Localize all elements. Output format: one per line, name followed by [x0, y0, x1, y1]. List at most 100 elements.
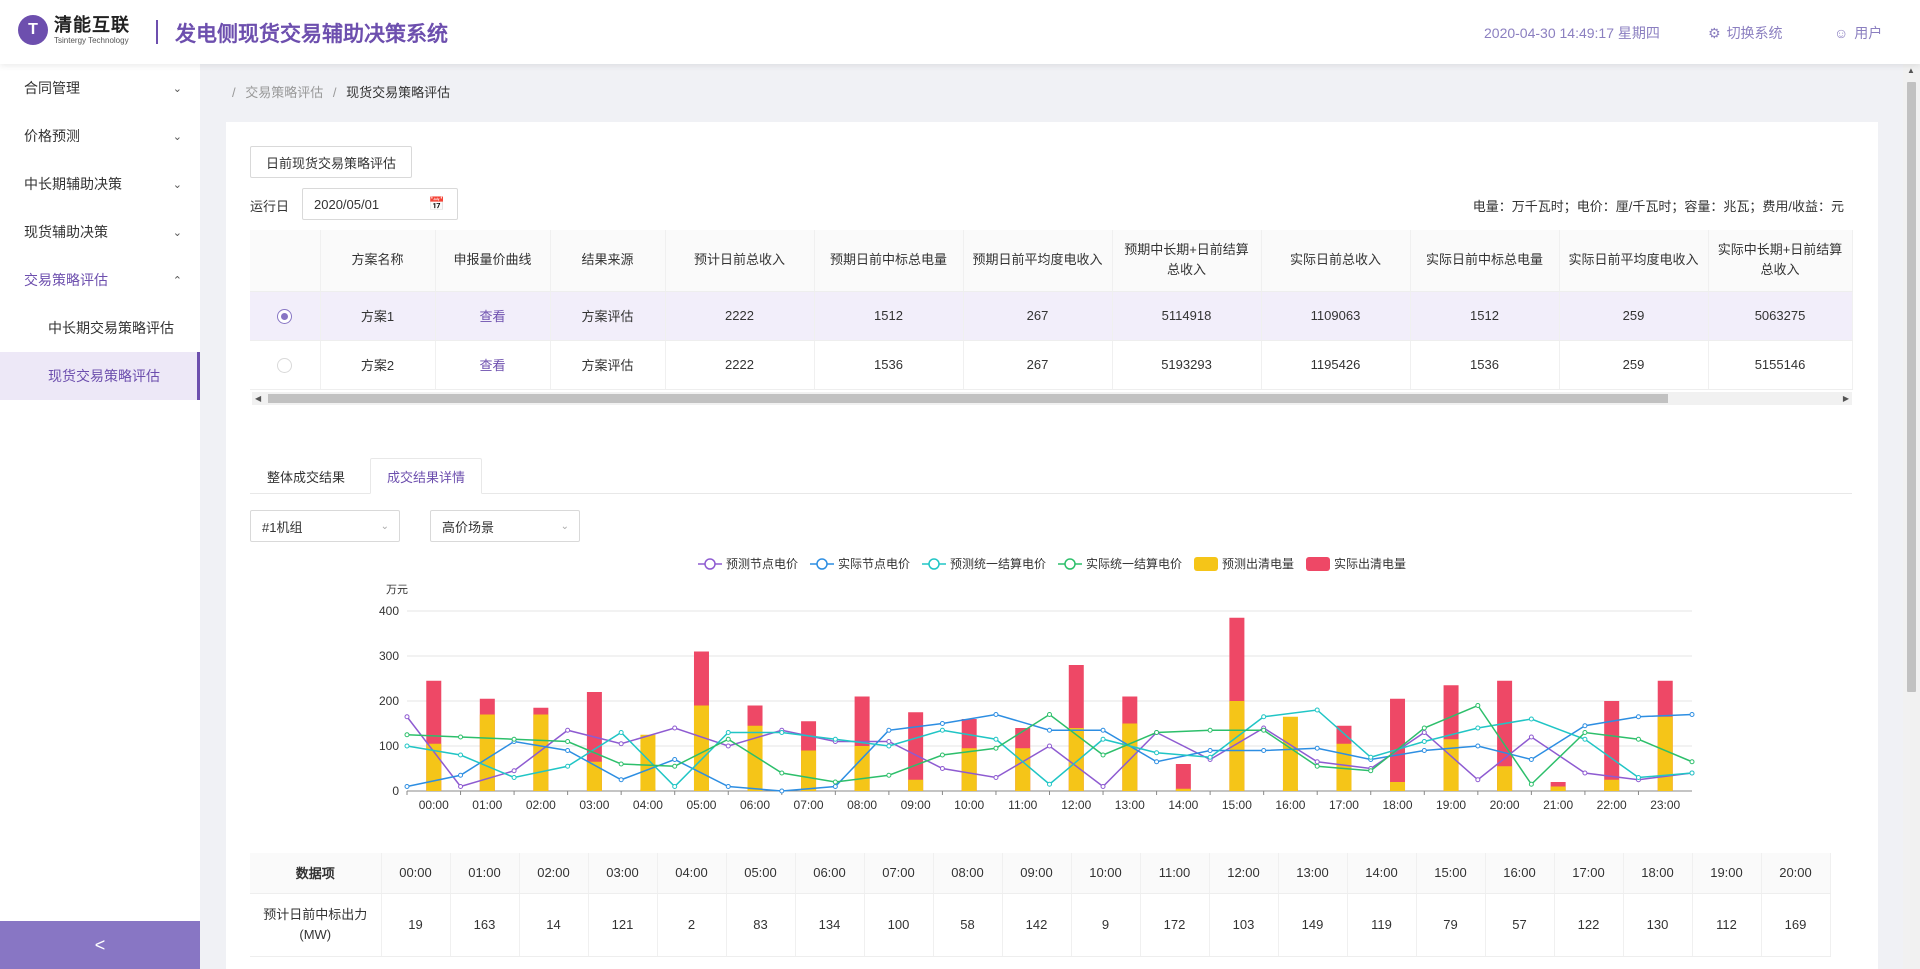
- series-point: [725, 784, 731, 789]
- unit-select[interactable]: #1机组 ⌄: [250, 510, 400, 542]
- scrollbar-thumb[interactable]: [1907, 82, 1916, 692]
- series-point: [458, 784, 464, 789]
- scroll-up-icon[interactable]: ▲: [1907, 66, 1915, 75]
- series-point: [511, 775, 517, 780]
- series-point: [1421, 730, 1427, 735]
- bar-forecast-clearing: [1497, 766, 1513, 791]
- table-cell: 1536: [1410, 340, 1560, 390]
- table-cell: 2: [657, 893, 727, 957]
- x-tick-label: 09:00: [901, 798, 931, 812]
- breadcrumb-item[interactable]: 交易策略评估: [245, 85, 324, 100]
- bar-forecast-clearing: [1550, 786, 1566, 791]
- gear-icon: ⚙: [1708, 24, 1721, 41]
- series-point: [1475, 777, 1481, 783]
- bar-actual-clearing: [908, 712, 924, 791]
- series-point: [725, 730, 731, 735]
- series-point: [725, 743, 731, 749]
- legend-swatch: [704, 558, 716, 570]
- bar-forecast-clearing: [1604, 779, 1620, 791]
- series-point: [993, 775, 999, 780]
- view-curve-link[interactable]: 查看: [479, 358, 506, 373]
- page-vertical-scrollbar[interactable]: ▲: [1903, 64, 1920, 969]
- bar-forecast-clearing: [533, 714, 549, 791]
- y-tick-label: 400: [379, 604, 399, 618]
- header-divider: [156, 20, 158, 44]
- table-cell: 134: [795, 893, 865, 957]
- series-point: [1261, 714, 1267, 720]
- series-point: [565, 727, 571, 733]
- time-column-header: 03:00: [588, 853, 658, 894]
- sidebar: 合同管理 ⌄ 价格预测 ⌄ 中长期辅助决策 ⌄ 现货辅助决策 ⌄ 交易策略评估 …: [0, 64, 200, 969]
- legend-label: 预测节点电价: [726, 557, 798, 571]
- chevron-down-icon: ⌄: [172, 226, 182, 239]
- x-tick-label: 12:00: [1061, 798, 1091, 812]
- sidebar-item-price-forecast[interactable]: 价格预测 ⌄: [0, 112, 200, 160]
- x-tick-label: 19:00: [1436, 798, 1466, 812]
- series-point: [832, 784, 838, 789]
- sidebar-item-contract[interactable]: 合同管理 ⌄: [0, 64, 200, 112]
- table-cell: 267: [963, 291, 1113, 341]
- series-point: [1154, 759, 1160, 765]
- row-radio[interactable]: [277, 308, 293, 324]
- series-point: [1475, 725, 1481, 731]
- sidebar-item-long-term[interactable]: 中长期辅助决策 ⌄: [0, 160, 200, 208]
- sidebar-collapse-button[interactable]: <: [0, 921, 200, 969]
- table-cell: 103: [1209, 893, 1279, 957]
- chevron-down-icon: ⌄: [172, 178, 182, 191]
- x-tick-label: 11:00: [1008, 798, 1037, 812]
- sidebar-item-strategy-eval[interactable]: 交易策略评估 ⌃: [0, 256, 200, 304]
- time-column-header: 15:00: [1416, 853, 1486, 894]
- series-point: [1689, 770, 1695, 776]
- series-point: [1368, 768, 1374, 774]
- time-column-header: 01:00: [450, 853, 520, 894]
- series-point: [1528, 716, 1534, 722]
- units-note: 电量：万千瓦时；电价：厘/千瓦时；容量：兆瓦；费用/收益：元: [1472, 199, 1844, 214]
- series-point: [1314, 707, 1320, 713]
- series-point: [779, 770, 785, 776]
- bar-forecast-clearing: [1390, 782, 1406, 791]
- result-source: 方案评估: [550, 340, 666, 390]
- chevron-down-icon: ⌄: [172, 130, 182, 143]
- table-cell: 122: [1554, 893, 1624, 957]
- series-point: [458, 734, 464, 740]
- time-column-header: 00:00: [381, 853, 451, 894]
- switch-system-button[interactable]: ⚙ 切换系统: [1708, 23, 1783, 43]
- sidebar-subitem-long-term-eval[interactable]: 中长期交易策略评估: [48, 320, 174, 336]
- x-tick-label: 06:00: [740, 798, 770, 812]
- sidebar-subitem-spot-eval[interactable]: 现货交易策略评估: [0, 352, 200, 400]
- sidebar-item-spot[interactable]: 现货辅助决策 ⌄: [0, 208, 200, 256]
- series-point: [1689, 759, 1695, 765]
- series-point: [1582, 736, 1588, 742]
- scenario-select[interactable]: 高价场景 ⌄: [430, 510, 580, 542]
- run-date-picker[interactable]: 2020/05/01 📅: [302, 188, 458, 220]
- series-point: [939, 727, 945, 733]
- scroll-right-icon[interactable]: ▶: [1842, 394, 1849, 403]
- table-horizontal-scrollbar[interactable]: ◀ ▶: [252, 392, 1852, 405]
- series-point: [1582, 723, 1588, 729]
- trade-result-chart: 0 100 200 300 400 万元 00:00 01:00 02:00 03:00 04:00…: [379, 556, 1695, 812]
- tab-overall-result[interactable]: 整体成交结果: [267, 469, 346, 485]
- view-curve-link[interactable]: 查看: [479, 309, 506, 324]
- unit-select-value: #1机组: [262, 519, 303, 535]
- brand-logo: T 清能互联 Tsintergy Technology: [18, 15, 130, 45]
- series-point: [886, 739, 892, 744]
- bar-actual-clearing: [1497, 680, 1513, 791]
- time-column-header: 10:00: [1071, 853, 1141, 894]
- column-header: 预期日前平均度电收入: [963, 230, 1113, 292]
- y-tick-label: 0: [392, 784, 399, 798]
- x-tick-label: 14:00: [1168, 798, 1198, 812]
- bar-forecast-clearing: [479, 714, 495, 791]
- table-row[interactable]: 方案1 查看 方案评估 2222 1512 267 5114918 110906…: [250, 291, 1853, 341]
- scrollbar-thumb[interactable]: [268, 394, 1668, 403]
- run-date-value: 2020/05/01: [314, 196, 380, 212]
- user-button[interactable]: ☺ 用户: [1834, 23, 1882, 43]
- series-point: [993, 712, 999, 717]
- series-point: [1635, 736, 1641, 742]
- logo-en-text: Tsintergy Technology: [54, 35, 129, 45]
- series-point: [886, 743, 892, 749]
- spot-strategy-eval-button[interactable]: 日前现货交易策略评估: [250, 146, 413, 178]
- scroll-left-icon[interactable]: ◀: [255, 394, 262, 403]
- row-radio[interactable]: [277, 357, 293, 373]
- table-row[interactable]: 方案2 查看 方案评估 2222 1536 267 5193293 119542…: [250, 340, 1853, 390]
- tab-result-detail[interactable]: 成交结果详情: [370, 458, 483, 494]
